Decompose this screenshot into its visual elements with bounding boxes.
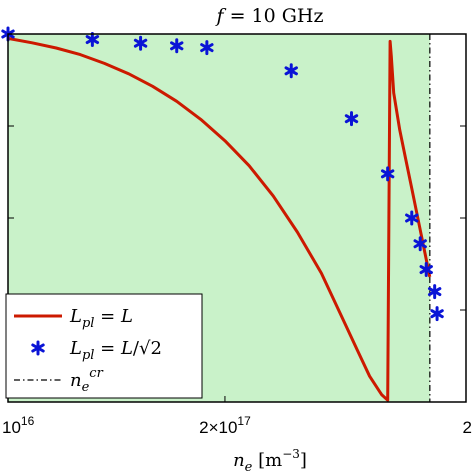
- data-point-2: [133, 35, 148, 51]
- series-line-l: [7, 36, 432, 402]
- data-point-8: [405, 210, 419, 226]
- data-point-5: [284, 63, 298, 79]
- data-point-6: [344, 111, 359, 127]
- legend-marker-icon: [31, 340, 45, 356]
- x-axis-label: ne [m−3]: [233, 447, 307, 474]
- data-point-1: [85, 32, 100, 48]
- legend-label-2: Lpl = L/√2: [69, 338, 162, 363]
- chart-title: f = 10 GHz: [214, 5, 323, 27]
- data-point-12: [430, 306, 444, 322]
- legend: Lpl = L Lpl = L/√2 necr: [5, 293, 203, 399]
- legend-swatch-marker: [31, 340, 45, 356]
- data-point-10: [419, 262, 433, 278]
- legend-label-1: Lpl = L: [69, 306, 133, 331]
- data-point-9: [413, 236, 427, 252]
- data-point-3: [170, 38, 184, 54]
- x-tick-group: 1016 2×1017 2: [2, 396, 472, 437]
- legend-label-3: necr: [70, 366, 104, 395]
- series-line-group: [7, 36, 432, 402]
- x-tick-label-0: 1016: [2, 414, 35, 437]
- data-point-7: [380, 166, 395, 182]
- x-tick-label-1: 2×1017: [199, 414, 251, 437]
- series-marker-group: [1, 26, 444, 322]
- data-point-4: [200, 40, 214, 56]
- data-point-11: [427, 284, 442, 300]
- x-tick-label-2: 2: [463, 418, 472, 437]
